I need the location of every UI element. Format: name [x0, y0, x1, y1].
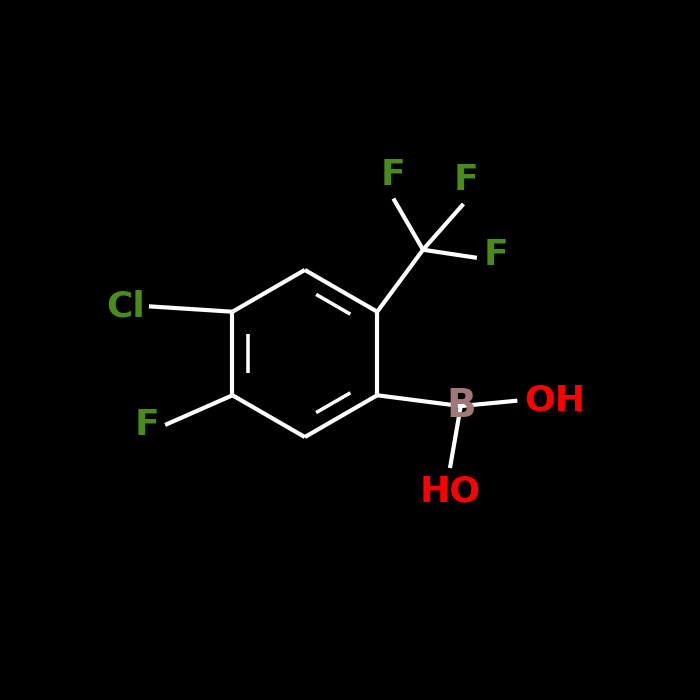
Text: F: F — [381, 158, 406, 192]
Text: OH: OH — [524, 384, 585, 418]
Text: F: F — [454, 164, 479, 197]
Text: B: B — [446, 387, 475, 425]
Text: F: F — [484, 238, 508, 272]
Text: Cl: Cl — [106, 289, 145, 323]
Text: F: F — [135, 408, 160, 442]
Text: HO: HO — [419, 475, 480, 508]
